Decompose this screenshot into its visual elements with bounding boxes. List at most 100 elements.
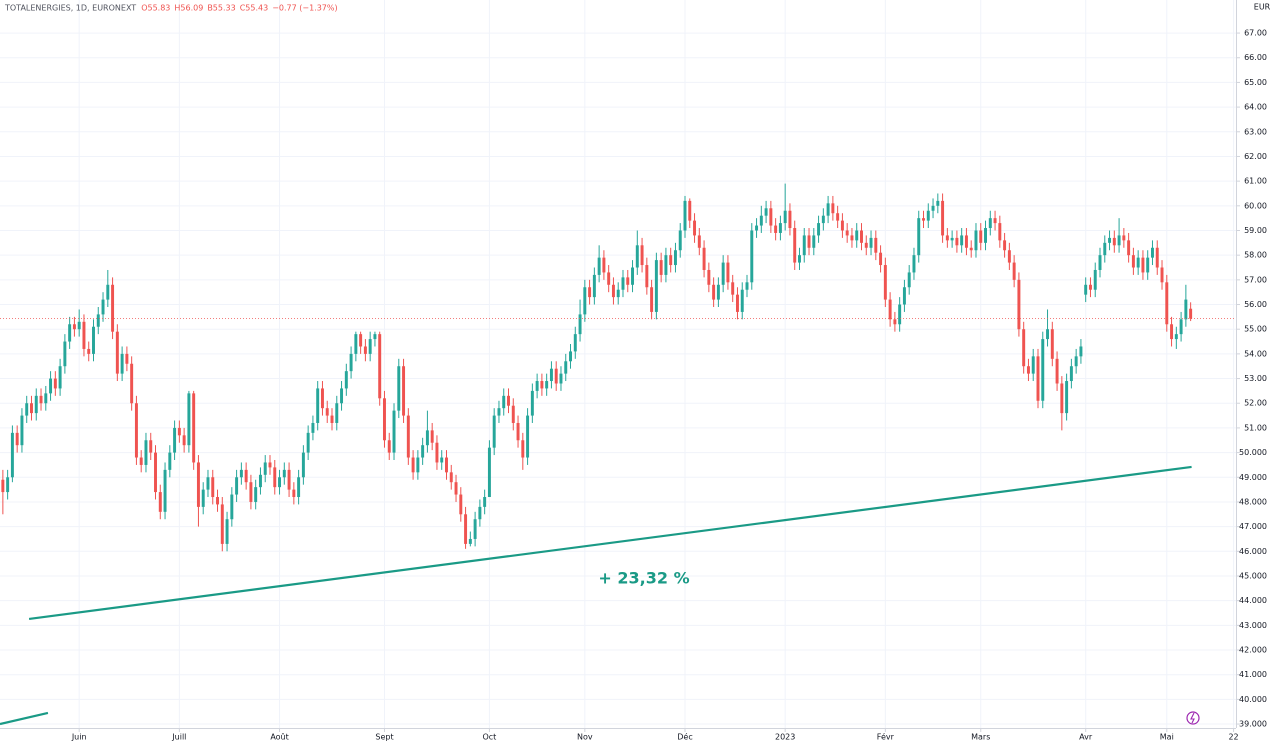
candle-body bbox=[650, 287, 654, 312]
candle-body bbox=[378, 334, 382, 399]
candle-body bbox=[464, 514, 468, 544]
y-tick-label: 65.00 bbox=[1244, 78, 1267, 87]
y-tick-label: 50.000 bbox=[1239, 448, 1267, 457]
candle-body bbox=[840, 220, 844, 231]
candle-body bbox=[349, 353, 353, 372]
candle-body bbox=[344, 371, 348, 389]
candle-body bbox=[716, 284, 720, 300]
annotation: + 23,32 % bbox=[598, 569, 689, 588]
candle-body bbox=[382, 398, 386, 441]
candle-body bbox=[530, 390, 534, 416]
candle-body bbox=[960, 235, 964, 246]
candle-body bbox=[1165, 282, 1169, 325]
candle-body bbox=[263, 462, 267, 475]
candle-body bbox=[1012, 262, 1016, 280]
candle-body bbox=[507, 395, 510, 406]
candle-body bbox=[182, 435, 186, 446]
candle-body bbox=[392, 410, 396, 453]
candle-body bbox=[1122, 235, 1126, 241]
candle-body bbox=[860, 230, 863, 243]
candle-body bbox=[573, 334, 577, 352]
candle-body bbox=[1160, 267, 1164, 283]
candle-body bbox=[631, 267, 635, 285]
candle-body bbox=[211, 477, 215, 498]
candle-body bbox=[874, 237, 878, 253]
candle-body bbox=[817, 223, 821, 236]
candle-body bbox=[688, 200, 692, 221]
candle-body bbox=[731, 282, 735, 295]
candle-body bbox=[149, 440, 153, 453]
candle-body bbox=[134, 403, 138, 458]
y-tick-label: 66.00 bbox=[1244, 53, 1267, 62]
candle-body bbox=[53, 378, 57, 389]
candle-body bbox=[363, 346, 367, 354]
candle-body bbox=[569, 351, 572, 362]
candle-body bbox=[406, 415, 410, 458]
candle-body bbox=[235, 477, 239, 495]
candle-body bbox=[297, 477, 301, 498]
candle-body bbox=[359, 334, 363, 347]
candle-body bbox=[697, 235, 701, 248]
candle-body bbox=[826, 203, 830, 216]
candle-body bbox=[225, 519, 229, 544]
candle-body bbox=[1146, 257, 1150, 273]
candle-body bbox=[387, 440, 391, 453]
candle-body bbox=[597, 257, 601, 275]
candle-body bbox=[325, 408, 329, 416]
candle-body bbox=[1174, 334, 1178, 340]
candle-body bbox=[635, 245, 639, 268]
candle-body bbox=[63, 341, 67, 367]
candle-body bbox=[888, 299, 892, 320]
candle-body bbox=[292, 489, 296, 498]
candle-body bbox=[1079, 346, 1083, 357]
candle-body bbox=[449, 472, 453, 483]
x-tick-label: Juill bbox=[171, 733, 186, 742]
candle-body bbox=[1093, 269, 1097, 290]
candle-body bbox=[821, 215, 825, 224]
candle-body bbox=[793, 228, 797, 263]
candle-body bbox=[106, 284, 110, 300]
candle-body bbox=[278, 477, 282, 488]
y-tick-label: 67.00 bbox=[1244, 29, 1267, 38]
candle-body bbox=[764, 208, 768, 216]
candle-body bbox=[445, 457, 448, 473]
candle-body bbox=[564, 361, 568, 374]
candle-body bbox=[306, 432, 310, 453]
header-open: O55.83 bbox=[141, 4, 170, 13]
candle-body bbox=[907, 272, 911, 288]
x-tick-label: Août bbox=[270, 733, 288, 742]
candle-body bbox=[912, 255, 916, 273]
grid bbox=[0, 0, 1236, 728]
candle-body bbox=[1036, 356, 1040, 401]
candle-body bbox=[592, 274, 596, 298]
candle-body bbox=[683, 200, 687, 231]
candle-body bbox=[282, 469, 286, 478]
candle-body bbox=[855, 230, 859, 241]
candle-body bbox=[664, 255, 668, 275]
candle-body bbox=[1074, 356, 1078, 367]
candle-body bbox=[20, 415, 24, 446]
candle-body bbox=[626, 277, 630, 285]
candle-body bbox=[163, 469, 167, 512]
candle-body bbox=[950, 237, 954, 241]
candle-body bbox=[10, 432, 14, 478]
candle-body bbox=[893, 319, 897, 325]
candle-body bbox=[645, 265, 649, 288]
candle-body bbox=[735, 294, 739, 312]
candle-body bbox=[335, 403, 339, 423]
candle-body bbox=[621, 277, 625, 290]
candle-body bbox=[1041, 339, 1045, 401]
candle-body bbox=[92, 326, 95, 354]
candle-body bbox=[1141, 257, 1145, 273]
candle-body bbox=[969, 247, 973, 251]
candle-body bbox=[440, 457, 444, 463]
candle-body bbox=[473, 519, 477, 539]
candle-body bbox=[902, 287, 906, 305]
candle-body bbox=[707, 269, 711, 285]
y-tick-label: 55.00 bbox=[1244, 325, 1267, 334]
candle-body bbox=[783, 210, 787, 224]
candle-body bbox=[154, 452, 157, 493]
candle-body bbox=[869, 237, 873, 248]
